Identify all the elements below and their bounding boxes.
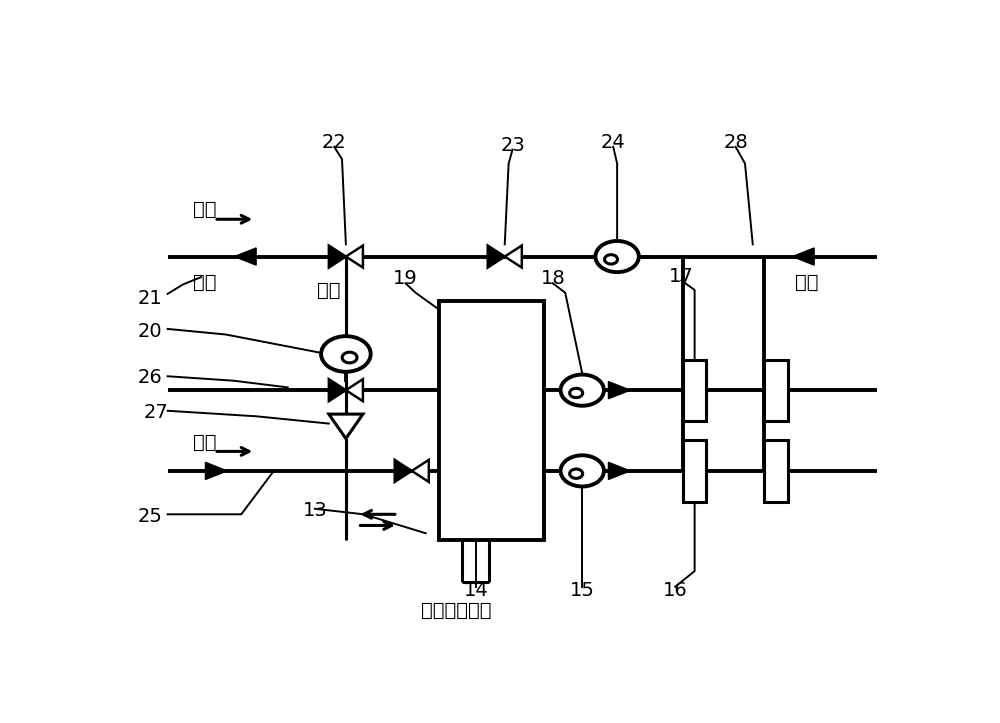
Text: 19: 19 — [393, 270, 418, 288]
Text: 排风: 排风 — [193, 273, 217, 292]
Text: 15: 15 — [570, 581, 595, 600]
Polygon shape — [346, 246, 363, 268]
Circle shape — [570, 388, 583, 398]
Circle shape — [561, 455, 604, 487]
Polygon shape — [234, 248, 256, 265]
Circle shape — [321, 336, 371, 372]
Text: 23: 23 — [500, 136, 525, 155]
Circle shape — [342, 352, 357, 363]
Polygon shape — [346, 379, 363, 401]
Polygon shape — [395, 460, 412, 482]
Polygon shape — [205, 462, 227, 479]
Text: 28: 28 — [723, 133, 748, 152]
Text: 25: 25 — [137, 507, 162, 526]
Text: 16: 16 — [663, 581, 688, 600]
Circle shape — [570, 469, 583, 479]
Polygon shape — [792, 248, 814, 265]
Polygon shape — [608, 382, 630, 399]
Circle shape — [605, 254, 618, 264]
Bar — [764, 359, 788, 421]
Text: 26: 26 — [137, 368, 162, 387]
Text: 21: 21 — [137, 288, 162, 308]
Bar — [439, 301, 544, 541]
Circle shape — [561, 375, 604, 406]
Polygon shape — [488, 246, 505, 268]
Circle shape — [595, 241, 639, 272]
Text: 13: 13 — [302, 502, 327, 521]
Text: 回风: 回风 — [795, 273, 819, 292]
Text: 17: 17 — [669, 267, 694, 286]
Text: 14: 14 — [464, 581, 488, 600]
Bar — [764, 440, 788, 502]
Polygon shape — [505, 246, 522, 268]
Polygon shape — [329, 246, 346, 268]
Text: 22: 22 — [322, 133, 347, 152]
Text: 18: 18 — [540, 270, 565, 288]
Text: 回风: 回风 — [317, 281, 341, 299]
Polygon shape — [329, 379, 346, 401]
Bar — [683, 359, 706, 421]
Text: 新风: 新风 — [193, 200, 217, 219]
Text: 27: 27 — [144, 403, 168, 422]
Polygon shape — [329, 414, 363, 439]
Polygon shape — [608, 462, 630, 479]
Text: 20: 20 — [137, 322, 162, 341]
Text: 新风: 新风 — [193, 432, 217, 451]
Bar — [683, 440, 706, 502]
Text: 冷冻水出入口: 冷冻水出入口 — [421, 601, 492, 620]
Polygon shape — [412, 460, 429, 482]
Text: 24: 24 — [601, 133, 626, 152]
